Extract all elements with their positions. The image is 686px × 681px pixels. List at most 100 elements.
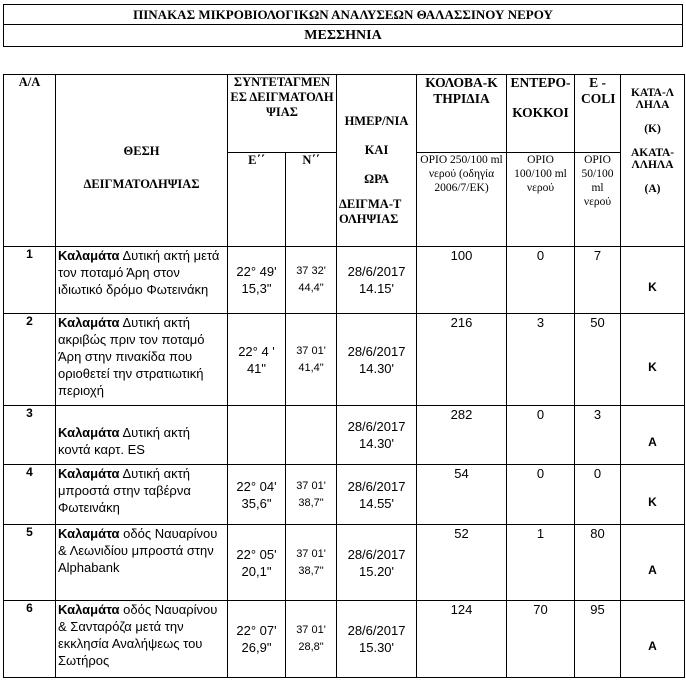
header-coords: ΣΥΝΤΕΤΑΓΜΕΝΕΣ ΔΕΙΓΜΑΤΟΛΗΨΙΑΣ [226,74,338,153]
coliform-value: 124 [416,600,508,678]
location-cell: Καλαμάτα οδός Ναυαρίνου & Λεωνιδίου μπρο… [55,524,228,601]
document-title: ΠΙΝΑΚΑΣ ΜΙΚΡΟΒΙΟΛΟΓΙΚΩΝ ΑΝΑΛΥΣΕΩΝ ΘΑΛΑΣΣ… [3,4,683,25]
header-e: Ε΄΄ [227,152,286,247]
suitability-value: Κ [620,464,686,525]
coliform-value: 216 [416,313,508,406]
sample-time: 14.30' [359,360,395,376]
header-date-4: ΔΕΙΓΜΑ-ΤΟΛΗΨΙΑΣ [339,197,402,226]
analysis-table: Α/Α ΘΕΣΗ ΔΕΙΓΜΑΤΟΛΗΨΙΑΣ ΣΥΝΤΕΤΑΓΜΕΝΕΣ ΔΕ… [3,74,686,678]
table-row: 6 Καλαμάτα οδός Ναυαρίνου & Σανταρόζα με… [3,600,686,678]
location-cell: Καλαμάτα Δυτική ακτή κοντά καρτ. ES [55,405,228,465]
header-ecoli: Ε - COLI [574,74,622,153]
table-row: 1 Καλαμάτα Δυτική ακτή μετά τον ποταμό Ά… [3,246,686,314]
row-number: 1 [3,246,56,314]
header-date: ΗΜΕΡ/ΝΙΑ ΚΑΙ ΩΡΑ ΔΕΙΓΜΑ-ΤΟΛΗΨΙΑΣ [336,74,418,247]
header-date-3: ΩΡΑ [364,172,389,186]
sample-date: 28/6/2017 [347,264,406,279]
location-cell: Καλαμάτα Δυτική ακτή μετά τον ποταμό Άρη… [55,246,228,314]
coliform-value: 282 [416,405,508,465]
table-row: 3 Καλαμάτα Δυτική ακτή κοντά καρτ. ES 28… [3,405,686,465]
ecoli-value: 50 [574,313,622,406]
region-title: ΜΕΣΣΗΝΙΑ [3,24,683,47]
header-date-2: ΚΑΙ [364,143,389,157]
header-location: ΘΕΣΗ ΔΕΙΓΜΑΤΟΛΗΨΙΑΣ [55,74,228,247]
ecoli-value: 3 [574,405,622,465]
enterococci-value: 0 [506,246,576,314]
coliform-value: 54 [416,464,508,525]
city: Καλαμάτα [58,248,120,263]
sample-date: 28/6/2017 [347,623,406,638]
sample-date: 28/6/2017 [347,343,406,359]
enterococci-value: 3 [506,313,576,406]
enterococci-value: 0 [506,405,576,465]
header-n: Ν΄΄ [284,152,338,247]
header-suitability: ΚΑΤΑ-ΛΛΗΛΑ (Κ) ΑΚΑΤΑ-ΛΛΗΛΑ (Α) [620,74,686,247]
sample-date: 28/6/2017 [347,419,406,434]
location-cell: Καλαμάτα Δυτική ακτή ακριβώς πριν τον πο… [55,313,228,406]
location-description: Δυτική ακτή κοντά καρτ. ES [58,425,190,457]
sample-time: 15.30' [359,640,395,655]
ecoli-value: 80 [574,524,622,601]
table-row: 5 Καλαμάτα οδός Ναυαρίνου & Λεωνιδίου μπ… [3,524,686,601]
location-description: Δυτική ακτή μπροστά στην ταβέρνα Φωτεινά… [58,466,191,515]
coord-n [284,405,338,465]
coord-e: 22° 07' 26,9" [227,600,286,678]
city: Καλαμάτα [58,466,120,481]
location-description: Δυτική ακτή μετά τον ποταμό Άρη στον ιδι… [58,248,220,297]
coord-e: 22° 05' 20,1" [227,524,286,601]
location-description: οδός Ναυαρίνου & Σανταρόζα μετά την εκκλ… [58,602,218,668]
header-unsuitable-code: (Α) [644,183,661,195]
enterococci-limit: ΟΡΙΟ 100/100 ml νερού [506,152,576,247]
suitability-value: Κ [620,246,686,314]
sample-time: 15.20' [359,563,395,579]
header-aa: Α/Α [3,74,56,247]
ecoli-value: 95 [574,600,622,678]
row-number: 3 [3,405,56,465]
sample-datetime: 28/6/2017 14.30' [336,405,418,465]
row-number: 4 [3,464,56,525]
coord-e: 22° 49' 15,3" [227,246,286,314]
location-description: Δυτική ακτή ακριβώς πριν τον ποταμό Άρη … [58,315,205,398]
header-enterococci-1: ΕΝΤΕΡΟ- [510,75,571,90]
sample-date: 28/6/2017 [347,478,406,494]
suitability-value: Κ [620,313,686,406]
row-number: 6 [3,600,56,678]
coord-e: 22° 4 ' 41" [227,313,286,406]
coliform-value: 100 [416,246,508,314]
header-enterococci: ΕΝΤΕΡΟ- ΚΟΚΚΟΙ [506,74,576,153]
ecoli-value: 0 [574,464,622,525]
sample-time: 14.55' [359,495,395,511]
city: Καλαμάτα [58,526,120,541]
sample-datetime: 28/6/2017 15.20' [336,524,418,601]
ecoli-value: 7 [574,246,622,314]
header-suitable-code: (Κ) [644,123,661,135]
header-coliform: ΚΟΛΟΒΑ-ΚΤΗΡΙΔΙΑ [416,74,508,153]
location-cell: Καλαμάτα οδός Ναυαρίνου & Σανταρόζα μετά… [55,600,228,678]
coord-n: 37 32' 44,4" [284,246,338,314]
sample-datetime: 28/6/2017 14.15' [336,246,418,314]
ecoli-limit: ΟΡΙΟ 50/100 ml νερού [574,152,622,247]
header-enterococci-2: ΚΟΚΚΟΙ [512,105,569,120]
header-location-1: ΘΕΣΗ [123,143,160,158]
sample-datetime: 28/6/2017 14.55' [336,464,418,525]
coliform-value: 52 [416,524,508,601]
city: Καλαμάτα [58,425,120,440]
coliform-limit: ΟΡΙΟ 250/100 ml νερού (οδηγία 2006/7/ΕΚ) [416,152,508,247]
row-number: 5 [3,524,56,601]
coord-n: 37 01' 38,7" [284,464,338,525]
city: Καλαμάτα [58,602,120,617]
sample-date: 28/6/2017 [347,546,406,562]
location-cell: Καλαμάτα Δυτική ακτή μπροστά στην ταβέρν… [55,464,228,525]
enterococci-value: 0 [506,464,576,525]
enterococci-value: 70 [506,600,576,678]
header-suitable: ΚΑΤΑ-ΛΛΗΛΑ [630,87,675,111]
coord-e [227,405,286,465]
sample-datetime: 28/6/2017 14.30' [336,313,418,406]
sample-time: 14.15' [359,281,395,296]
suitability-value: Α [620,600,686,678]
city: Καλαμάτα [58,315,120,330]
suitability-value: Α [620,524,686,601]
coord-n: 37 01' 38,7" [284,524,338,601]
coord-n: 37 01' 41,4" [284,313,338,406]
coord-n: 37 01' 28,8" [284,600,338,678]
